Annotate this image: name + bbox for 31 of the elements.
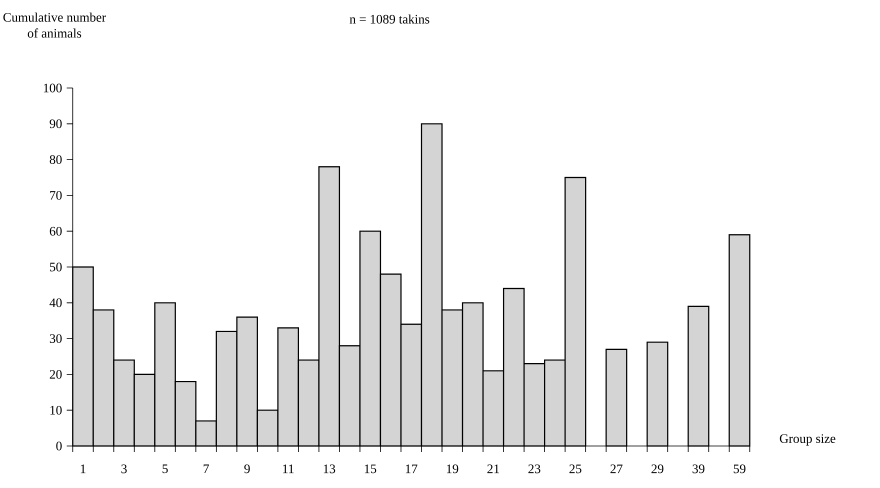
chart-title: n = 1089 takins (350, 14, 430, 24)
x-tick-label: 15 (364, 464, 376, 474)
x-tick-label: 27 (610, 464, 623, 474)
y-tick-label: 50 (50, 262, 62, 272)
y-tick-label: 80 (50, 155, 62, 164)
x-tick-label: 11 (283, 464, 294, 474)
y-tick-label: 40 (50, 298, 62, 308)
x-axis-title: Group size (780, 434, 836, 446)
y-tick-label: 10 (50, 406, 62, 415)
x-tick-label: 21 (487, 464, 500, 474)
y-tick-label: 30 (50, 334, 62, 343)
y-tick-label: 100 (44, 84, 62, 92)
y-tick-label: 20 (50, 370, 62, 379)
y-tick-label: 90 (50, 119, 62, 128)
y-axis-title: Cumulative number of animals (3, 12, 106, 38)
x-tick-label: 9 (244, 464, 250, 474)
x-tick-label: 29 (652, 464, 664, 474)
x-tick-label: 39 (692, 464, 704, 474)
x-tick-label: 25 (569, 464, 582, 474)
x-tick-label: 1 (80, 464, 86, 474)
x-tick-label: 17 (406, 464, 418, 474)
x-tick-label: 13 (324, 464, 336, 474)
y-tick-label: 0 (56, 442, 62, 450)
y-tick-label: 70 (50, 191, 62, 200)
x-tick-label: 59 (734, 464, 746, 474)
x-tick-label: 5 (162, 464, 168, 474)
x-tick-label: 19 (446, 464, 458, 474)
y-tick-label: 60 (50, 226, 62, 236)
x-tick-label: 3 (121, 464, 127, 474)
x-tick-label: 23 (528, 464, 540, 474)
x-tick-label: 7 (204, 464, 209, 473)
